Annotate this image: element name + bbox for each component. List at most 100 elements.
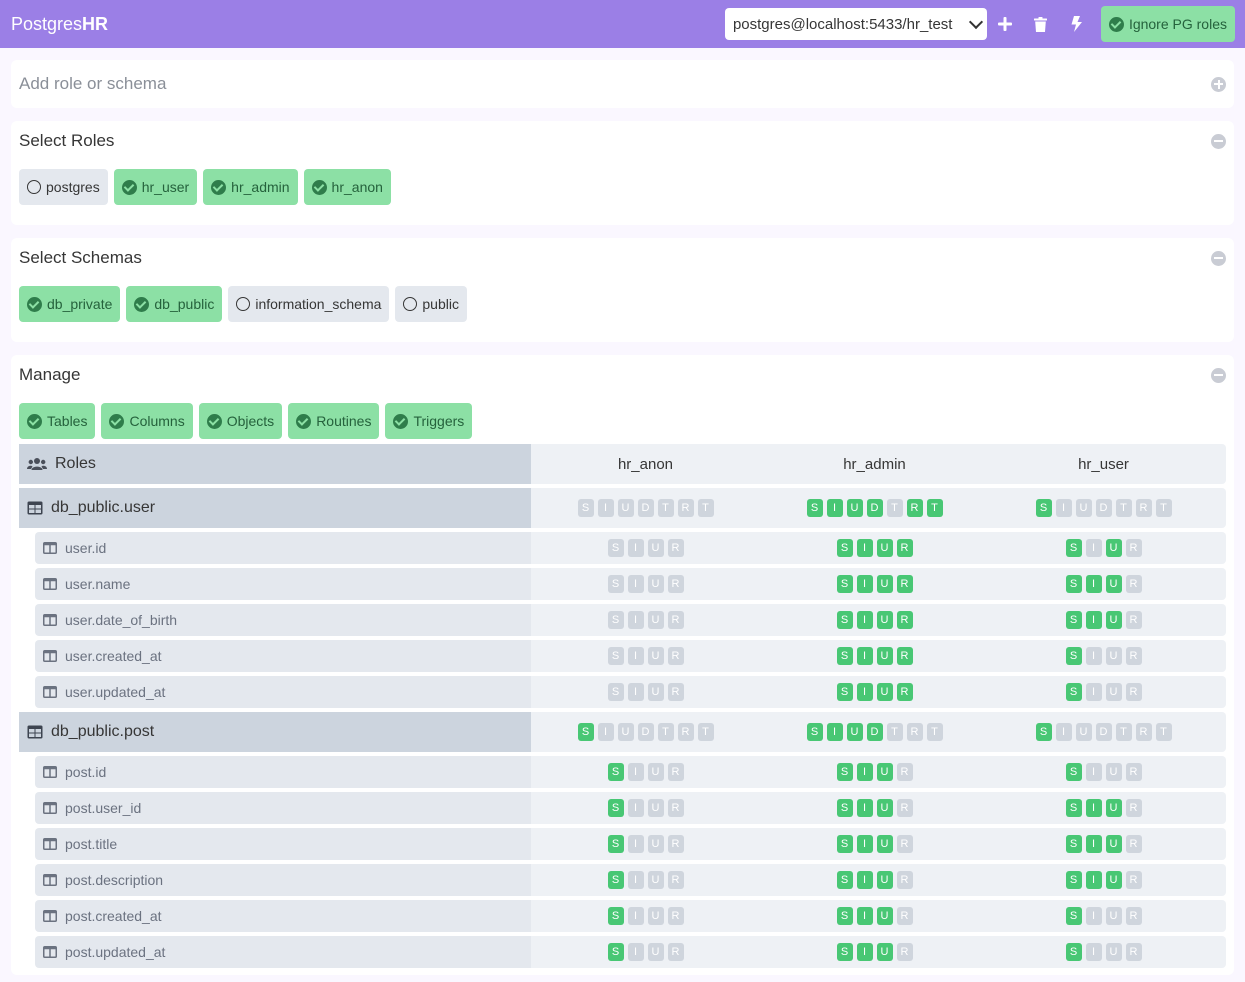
permission-toggle-d[interactable]: D xyxy=(866,723,883,741)
permission-toggle-u[interactable]: U xyxy=(647,835,664,853)
permission-toggle-s[interactable]: S xyxy=(836,611,853,629)
permission-toggle-t[interactable]: T xyxy=(886,723,903,741)
permission-toggle-r[interactable]: R xyxy=(1125,943,1142,961)
permission-toggle-i[interactable]: I xyxy=(1055,723,1072,741)
permission-toggle-r[interactable]: R xyxy=(1125,539,1142,557)
permission-toggle-s[interactable]: S xyxy=(607,835,624,853)
permission-toggle-u[interactable]: U xyxy=(1105,647,1122,665)
permission-toggle-u[interactable]: U xyxy=(1105,611,1122,629)
permission-toggle-u[interactable]: U xyxy=(846,723,863,741)
schema-tag-db-private[interactable]: db_private xyxy=(19,286,121,322)
permission-toggle-u[interactable]: U xyxy=(647,763,664,781)
permission-toggle-u[interactable]: U xyxy=(647,683,664,701)
permission-toggle-u[interactable]: U xyxy=(876,907,893,925)
permission-toggle-u[interactable]: U xyxy=(1105,575,1122,593)
permission-toggle-s[interactable]: S xyxy=(836,835,853,853)
permission-toggle-i[interactable]: I xyxy=(1085,907,1102,925)
permission-toggle-r[interactable]: R xyxy=(667,763,684,781)
permission-toggle-d[interactable]: D xyxy=(866,499,883,517)
permission-toggle-r[interactable]: R xyxy=(1125,799,1142,817)
permission-toggle-u[interactable]: U xyxy=(876,799,893,817)
permission-toggle-t[interactable]: T xyxy=(697,723,714,741)
permission-toggle-i[interactable]: I xyxy=(1085,647,1102,665)
permission-toggle-t[interactable]: T xyxy=(886,499,903,517)
add-connection-button[interactable] xyxy=(987,8,1023,40)
permission-toggle-r[interactable]: R xyxy=(896,943,913,961)
permission-toggle-i[interactable]: I xyxy=(856,763,873,781)
permission-toggle-r[interactable]: R xyxy=(1125,835,1142,853)
permission-toggle-s[interactable]: S xyxy=(836,943,853,961)
permission-toggle-u[interactable]: U xyxy=(876,539,893,557)
permission-toggle-t[interactable]: T xyxy=(657,499,674,517)
permission-toggle-i[interactable]: I xyxy=(627,763,644,781)
permission-toggle-s[interactable]: S xyxy=(836,539,853,557)
permission-toggle-u[interactable]: U xyxy=(876,647,893,665)
permission-toggle-u[interactable]: U xyxy=(617,499,634,517)
permission-toggle-i[interactable]: I xyxy=(856,539,873,557)
permission-toggle-i[interactable]: I xyxy=(1085,683,1102,701)
permission-toggle-r[interactable]: R xyxy=(667,539,684,557)
toggle-tables[interactable]: Tables xyxy=(19,403,96,439)
permission-toggle-u[interactable]: U xyxy=(846,499,863,517)
permission-toggle-i[interactable]: I xyxy=(856,907,873,925)
permission-toggle-r[interactable]: R xyxy=(667,611,684,629)
permission-toggle-u[interactable]: U xyxy=(876,835,893,853)
permission-toggle-i[interactable]: I xyxy=(1055,499,1072,517)
permission-toggle-r[interactable]: R xyxy=(1125,647,1142,665)
schema-tag-public[interactable]: public xyxy=(395,286,467,322)
permission-toggle-s[interactable]: S xyxy=(836,763,853,781)
column-name-cell[interactable]: post.updated_at xyxy=(35,936,531,968)
permission-toggle-d[interactable]: D xyxy=(637,723,654,741)
add-role-input[interactable]: Add role or schema xyxy=(19,74,167,93)
permission-toggle-t[interactable]: T xyxy=(1155,723,1172,741)
permission-toggle-i[interactable]: I xyxy=(627,539,644,557)
column-name-cell[interactable]: post.created_at xyxy=(35,900,531,932)
permission-toggle-s[interactable]: S xyxy=(607,611,624,629)
toggle-objects[interactable]: Objects xyxy=(198,403,283,439)
permission-toggle-t[interactable]: T xyxy=(1115,499,1132,517)
column-name-cell[interactable]: user.id xyxy=(35,532,531,564)
permission-toggle-i[interactable]: I xyxy=(627,943,644,961)
permission-toggle-i[interactable]: I xyxy=(856,943,873,961)
permission-toggle-r[interactable]: R xyxy=(896,907,913,925)
permission-toggle-r[interactable]: R xyxy=(677,723,694,741)
permission-toggle-s[interactable]: S xyxy=(836,799,853,817)
permission-toggle-r[interactable]: R xyxy=(1135,723,1152,741)
role-tag-hr-anon[interactable]: hr_anon xyxy=(303,169,391,205)
permission-toggle-s[interactable]: S xyxy=(607,871,624,889)
permission-toggle-t[interactable]: T xyxy=(1155,499,1172,517)
permission-toggle-d[interactable]: D xyxy=(637,499,654,517)
permission-toggle-i[interactable]: I xyxy=(597,723,614,741)
permission-toggle-r[interactable]: R xyxy=(667,907,684,925)
permission-toggle-i[interactable]: I xyxy=(1085,871,1102,889)
permission-toggle-s[interactable]: S xyxy=(607,647,624,665)
permission-toggle-s[interactable]: S xyxy=(607,799,624,817)
permission-toggle-i[interactable]: I xyxy=(1085,943,1102,961)
permission-toggle-r[interactable]: R xyxy=(906,499,923,517)
toggle-columns[interactable]: Columns xyxy=(101,403,193,439)
permission-toggle-d[interactable]: D xyxy=(1095,499,1112,517)
permission-toggle-s[interactable]: S xyxy=(1065,763,1082,781)
permission-toggle-s[interactable]: S xyxy=(607,539,624,557)
permission-toggle-r[interactable]: R xyxy=(1125,763,1142,781)
permission-toggle-u[interactable]: U xyxy=(1075,723,1092,741)
apply-button[interactable] xyxy=(1059,8,1095,40)
permission-toggle-r[interactable]: R xyxy=(896,683,913,701)
permission-toggle-r[interactable]: R xyxy=(667,871,684,889)
permission-toggle-d[interactable]: D xyxy=(1095,723,1112,741)
permission-toggle-r[interactable]: R xyxy=(896,835,913,853)
permission-toggle-i[interactable]: I xyxy=(856,683,873,701)
role-tag-postgres[interactable]: postgres xyxy=(19,169,108,205)
permission-toggle-s[interactable]: S xyxy=(836,907,853,925)
permission-toggle-u[interactable]: U xyxy=(1105,871,1122,889)
permission-toggle-u[interactable]: U xyxy=(617,723,634,741)
role-tag-hr-admin[interactable]: hr_admin xyxy=(203,169,298,205)
permission-toggle-u[interactable]: U xyxy=(647,907,664,925)
permission-toggle-i[interactable]: I xyxy=(1085,799,1102,817)
permission-toggle-i[interactable]: I xyxy=(627,683,644,701)
permission-toggle-s[interactable]: S xyxy=(577,723,594,741)
collapse-icon[interactable] xyxy=(1211,133,1226,149)
permission-toggle-i[interactable]: I xyxy=(1085,611,1102,629)
permission-toggle-r[interactable]: R xyxy=(896,611,913,629)
permission-toggle-r[interactable]: R xyxy=(1125,611,1142,629)
